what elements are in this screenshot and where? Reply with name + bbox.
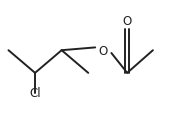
Text: Cl: Cl [29,86,41,99]
Text: O: O [99,44,108,57]
Text: O: O [123,15,132,28]
